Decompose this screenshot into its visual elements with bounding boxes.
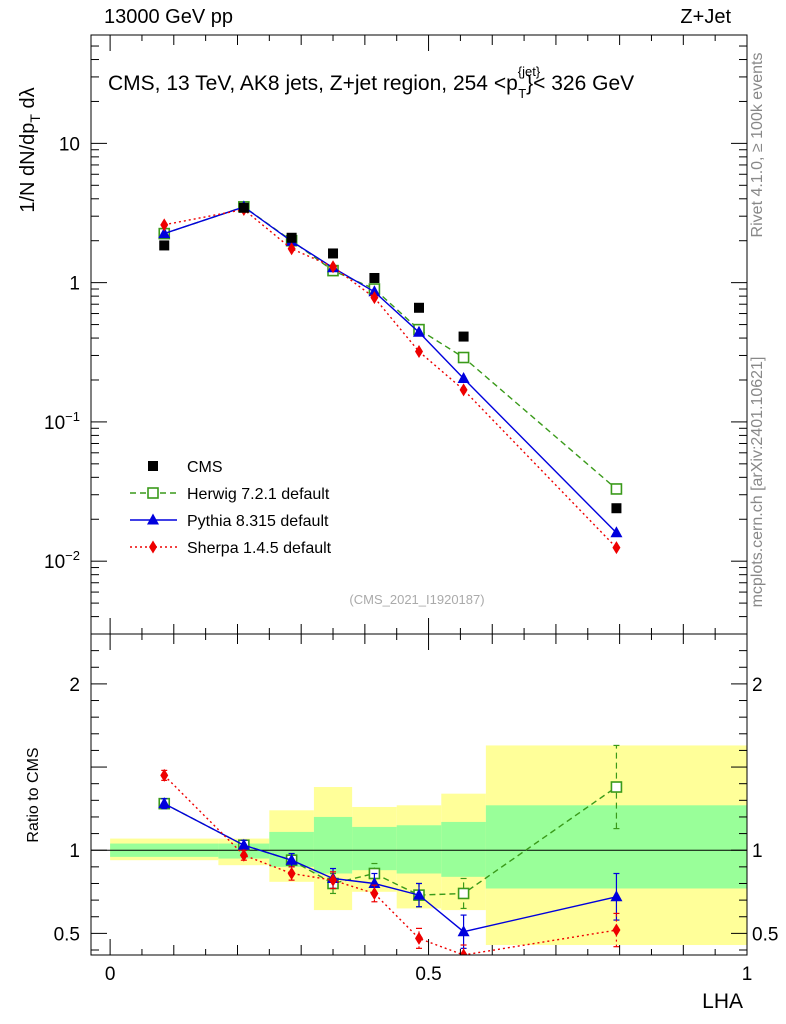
x-tick-label: 0 — [105, 964, 116, 985]
ratio-y-tick-label: 1 — [69, 841, 80, 862]
ratio-frame — [90, 633, 748, 956]
cms-data-point — [159, 240, 170, 251]
cms-data-point — [369, 272, 380, 283]
sherpa-ratio-marker — [415, 931, 423, 945]
pythia-ratio-marker — [237, 838, 250, 850]
legend-sherpa-label: Sherpa 1.4.5 default — [187, 540, 332, 557]
chart-title: CMS, 13 TeV, AK8 jets, Z+jet region, 254… — [108, 64, 634, 101]
pythia-marker — [610, 526, 623, 538]
cms-data-point — [238, 202, 249, 213]
cms-data-point — [414, 302, 424, 313]
sherpa-ratio-marker — [370, 886, 379, 900]
sherpa-ratio-line — [163, 774, 617, 955]
ratio-y-tick-label-right: 0.5 — [752, 924, 778, 945]
band-inner — [396, 825, 442, 874]
sherpa-marker — [370, 291, 379, 305]
herwig-marker — [610, 483, 623, 495]
x-tick-label: 0.5 — [415, 964, 441, 985]
sherpa-marker — [160, 218, 169, 232]
process-label: Z+Jet — [680, 6, 731, 28]
pythia-ratio-line — [163, 802, 617, 933]
analysis-label: (CMS_2021_I1920187) — [349, 592, 484, 607]
y-tick-label: 10−1 — [44, 409, 80, 434]
sherpa-marker — [415, 345, 423, 359]
ratio-axis-label: Ratio to CMS — [25, 747, 42, 842]
mc-curves — [158, 200, 623, 955]
sherpa-ratio-marker — [612, 923, 621, 937]
pythia-marker — [413, 325, 425, 337]
cms-data-point — [611, 503, 622, 514]
cms-data-point — [328, 248, 339, 259]
band-inner — [441, 821, 486, 877]
herwig-ratio-marker — [610, 781, 623, 793]
band-inner — [313, 816, 353, 874]
ratio-y-tick-label: 2 — [69, 675, 80, 696]
herwig-marker — [457, 351, 470, 364]
ratio-curves — [158, 744, 623, 955]
legend-sherpa-marker — [149, 540, 157, 554]
chart-labels: 0 0.5 1 LHA 10−2 10−1 1 10 0.5 0.5 1 1 2 2 1/N dN/dpT … — [17, 53, 778, 1013]
pythia-marker — [368, 285, 381, 297]
legend: CMS Herwig 7.2.1 default Pythia 8.315 defa… — [130, 459, 332, 557]
ratio-y-tick-label: 0.5 — [54, 924, 80, 945]
sherpa-ratio-marker — [160, 768, 169, 782]
sherpa-ratio-marker — [329, 873, 338, 887]
mcplots-label: mcplots.cern.ch [arXiv:2401.10621] — [749, 357, 766, 608]
ratio-y-tick-label-right: 1 — [752, 841, 763, 862]
x-tick-label: 1 — [742, 964, 753, 985]
pythia-ratio-marker — [158, 797, 171, 809]
y-axis-label-text: 1/N dN/dpT dλ — [17, 87, 43, 212]
y-tick-label: 10 — [59, 134, 80, 155]
pythia-ratio-marker — [285, 853, 298, 865]
herwig-ratio-marker — [457, 887, 470, 900]
sherpa-marker — [329, 260, 338, 274]
sherpa-ratio-marker — [239, 848, 248, 862]
legend-herwig-marker — [147, 487, 159, 499]
main-curves — [158, 200, 623, 555]
y-axis-label: 1/N dN/dpT dλ — [17, 87, 43, 212]
legend-cms-label: CMS — [187, 459, 223, 476]
legend-pythia-label: Pythia 8.315 default — [187, 513, 329, 530]
pythia-ratio-marker — [457, 925, 470, 937]
herwig-line — [163, 206, 617, 490]
legend-herwig-label: Herwig 7.2.1 default — [187, 486, 330, 503]
x-axis-label: LHA — [702, 990, 743, 1013]
y-tick-label: 10−2 — [44, 548, 80, 573]
sherpa-ratio-marker — [459, 948, 468, 955]
sherpa-marker — [287, 242, 296, 256]
sherpa-marker — [459, 383, 468, 397]
data-points — [159, 202, 622, 514]
sherpa-ratio-marker — [287, 867, 296, 881]
sherpa-line — [164, 208, 617, 549]
y-tick-label: 1 — [69, 274, 80, 295]
rivet-label: Rivet 4.1.0, ≥ 100k events — [749, 53, 766, 238]
energy-label: 13000 GeV pp — [104, 6, 233, 28]
sherpa-marker — [612, 541, 621, 555]
cms-data-point — [286, 232, 297, 243]
pythia-marker — [457, 371, 470, 383]
legend-cms-marker — [148, 461, 158, 471]
pythia-ratio-marker — [413, 888, 425, 900]
pythia-ratio-marker — [610, 890, 623, 902]
uncertainty-bands — [91, 745, 747, 946]
axes — [90, 34, 748, 956]
pythia-marker — [158, 227, 171, 239]
legend-pythia-marker — [147, 513, 159, 525]
ratio-y-tick-label-right: 2 — [752, 675, 763, 696]
cms-data-point — [458, 331, 469, 342]
pythia-line — [163, 206, 617, 534]
